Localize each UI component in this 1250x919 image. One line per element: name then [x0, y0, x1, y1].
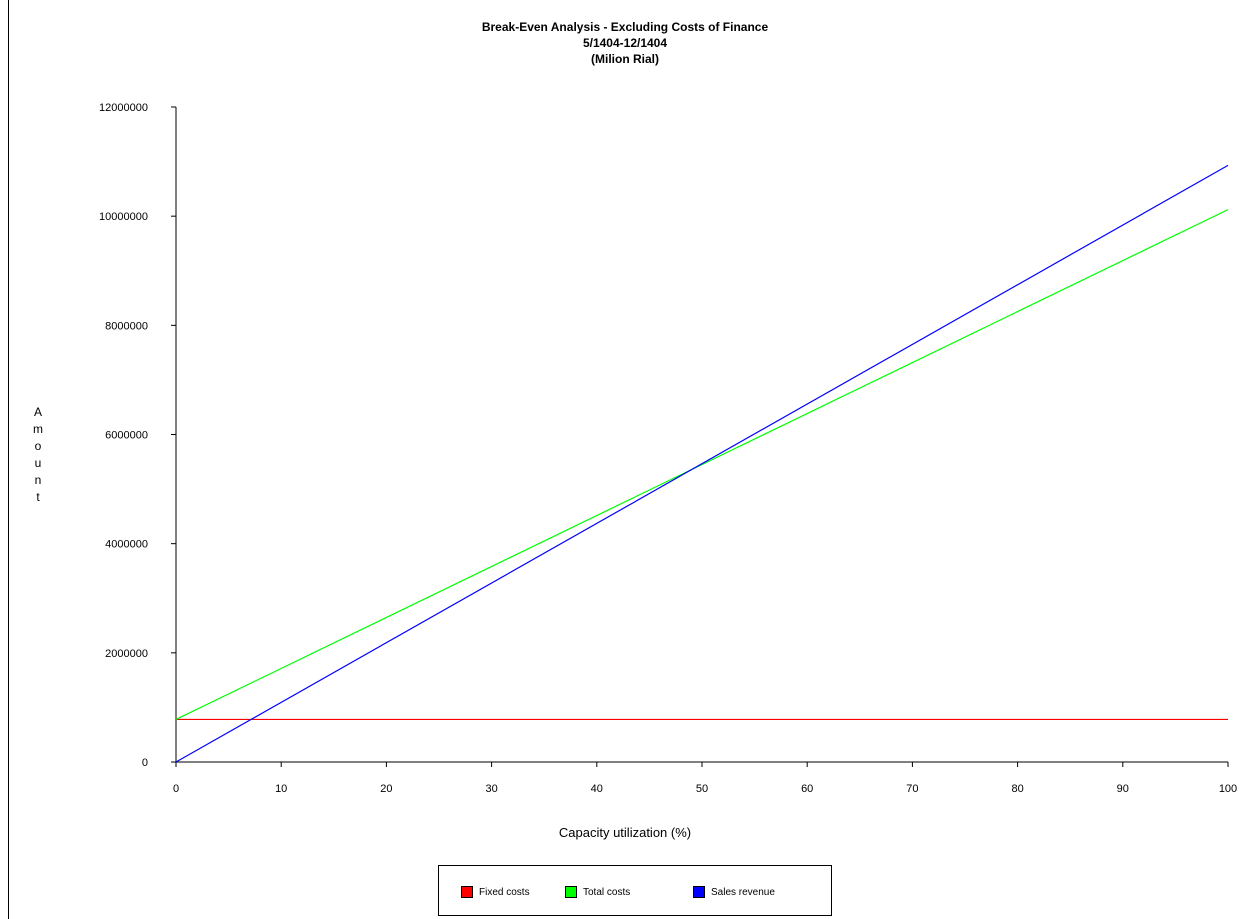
series-line-sales-revenue [175, 164, 1229, 763]
series-line-total-costs [175, 209, 1229, 720]
legend-label: Sales revenue [711, 886, 775, 898]
y-tick-label: 12000000 [99, 102, 148, 114]
y-axis-label-char: m [33, 422, 43, 436]
y-tick-label: 2000000 [105, 648, 148, 660]
legend-label: Fixed costs [479, 886, 530, 898]
x-tick-label: 50 [696, 783, 708, 795]
legend-item: Sales revenue [693, 885, 775, 899]
legend-swatch [565, 886, 577, 898]
y-tick-label: 4000000 [105, 539, 148, 551]
legend-item: Fixed costs [461, 885, 530, 899]
y-tick-label: 8000000 [105, 320, 148, 332]
x-tick-label: 10 [275, 783, 287, 795]
y-tick-label: 0 [142, 757, 148, 769]
x-tick-label: 100 [1219, 783, 1237, 795]
y-tick-label: 6000000 [105, 430, 148, 442]
chart-subtitle-unit: (Milion Rial) [591, 52, 659, 66]
x-tick-label: 60 [801, 783, 813, 795]
x-tick-label: 80 [1011, 783, 1023, 795]
legend-item: Total costs [565, 885, 630, 899]
chart-subtitle-period: 5/1404-12/1404 [582, 36, 668, 50]
y-tick-label: 10000000 [99, 211, 148, 223]
y-axis-label-char: A [33, 405, 42, 419]
x-tick-label: 90 [1117, 783, 1129, 795]
y-axis-label-char: n [34, 473, 42, 487]
chart-title: Break-Even Analysis - Excluding Costs of… [481, 20, 769, 34]
y-axis-label-char: t [36, 490, 40, 504]
legend-label: Total costs [583, 886, 631, 898]
x-tick-label: 20 [380, 783, 392, 795]
x-tick-label: 40 [591, 783, 603, 795]
legend-swatch [461, 886, 473, 898]
y-axis-label-char: o [34, 439, 42, 453]
x-axis-label: Capacity utilization (%) [558, 825, 692, 840]
legend: Fixed costs Total costs Sales revenue [438, 865, 832, 916]
x-tick-label: 70 [906, 783, 918, 795]
x-tick-label: 0 [173, 783, 179, 795]
legend-swatch [693, 886, 705, 898]
x-tick-label: 30 [485, 783, 497, 795]
y-axis-label-char: u [34, 456, 42, 470]
